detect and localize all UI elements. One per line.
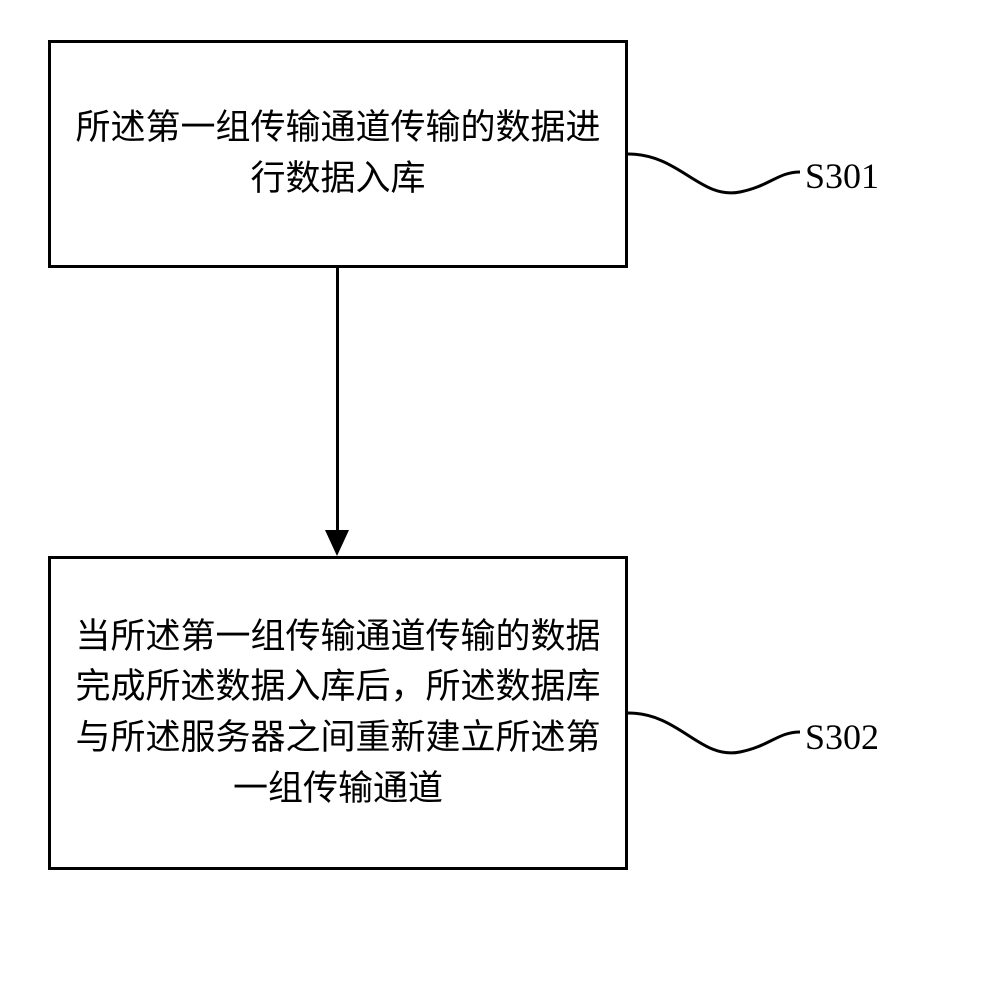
leader-line-2 [0,0,1000,990]
flowchart-root: 所述第一组传输通道传输的数据进 行数据入库 S301 当所述第一组传输通道传输的… [0,0,1000,990]
step-label-s302: S302 [805,716,879,758]
